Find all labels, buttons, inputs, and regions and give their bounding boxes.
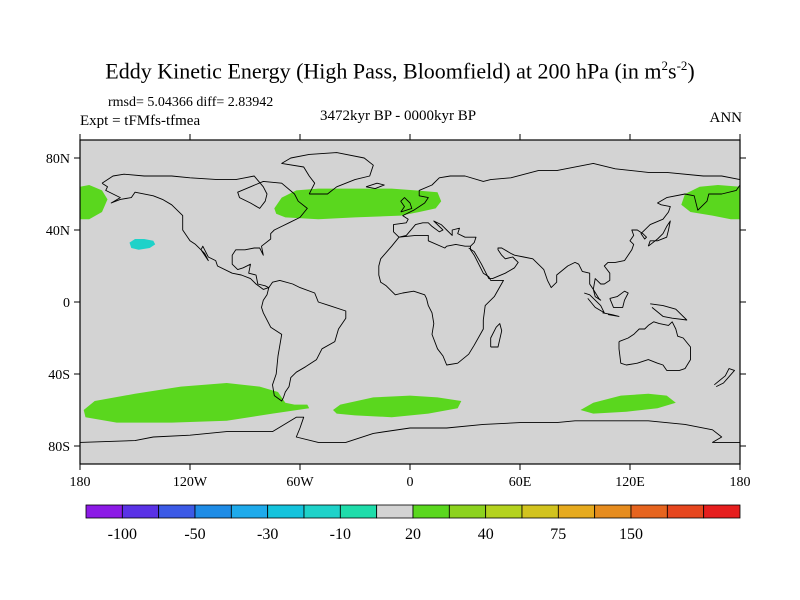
region-north-pacific-east-band: [80, 185, 108, 220]
region-south-indian-band: [580, 393, 676, 414]
lon-tick-label: 180: [730, 475, 751, 490]
colorbar-box: [557, 504, 596, 519]
colorbar-box: [303, 504, 341, 519]
coastline-3: [393, 162, 740, 238]
stats-label: rmsd= 5.04366 diff= 2.83942: [108, 95, 274, 110]
coastline-14: [400, 197, 413, 213]
colorbar-box: [412, 504, 450, 519]
coastline-13: [647, 220, 671, 247]
lon-tick-label: 0: [407, 475, 414, 490]
title-exponent-2: -2: [676, 58, 688, 73]
colorbar-box: [376, 504, 414, 519]
colorbar: -100 -50 -30 -10 20 40 75 150: [85, 504, 741, 543]
coastline-12: [650, 303, 688, 321]
colorbar-box: [594, 504, 632, 519]
coastline-9: [584, 292, 605, 314]
title-exponent-1: 2: [661, 58, 669, 73]
coastline-4: [398, 220, 477, 249]
lat-tick-label: 40N: [46, 224, 70, 239]
colorbar-box: [630, 504, 668, 519]
coastline-15: [365, 182, 385, 190]
colorbar-box: [230, 504, 269, 519]
lon-tick-label: 60E: [509, 475, 532, 490]
coastline-1: [261, 279, 347, 402]
coastline-16: [714, 368, 735, 388]
lat-tick-label: 40S: [48, 368, 70, 383]
colorbar-box: [194, 504, 232, 519]
title-unit: s: [668, 58, 677, 84]
plot-title: Eddy Kinetic Energy (High Pass, Bloomfie…: [0, 58, 800, 84]
period-label: 3472kyr BP - 0000kyr BP: [320, 108, 477, 124]
lat-tick-label: 80N: [46, 152, 70, 167]
lat-tick-label: 0: [63, 296, 70, 311]
colorbar-box: [121, 504, 160, 519]
coastline-6: [468, 184, 740, 301]
colorbar-box: [158, 504, 196, 519]
coastline-2: [281, 152, 374, 195]
coastline-8: [618, 321, 691, 371]
experiment-label: Expt = tFMfs-tfmea: [80, 113, 201, 129]
colorbar-label: 150: [619, 526, 643, 543]
colorbar-box: [521, 504, 559, 519]
colorbar-box: [703, 504, 741, 519]
coastline-11: [609, 290, 629, 308]
lon-tick-label: 120E: [615, 475, 645, 490]
lon-tick-label: 60W: [286, 475, 314, 490]
colorbar-box: [267, 504, 305, 519]
map-axes: 80N 40N 0 40S 80S 180 120W 60W 0 60E 120E 180: [46, 134, 751, 490]
colorbar-label: -50: [184, 526, 205, 543]
colorbar-label: -30: [257, 526, 278, 543]
colorbar-label: -100: [108, 526, 137, 543]
coastlines: [80, 152, 740, 443]
colorbar-box: [448, 504, 487, 519]
region-north-atlantic-band: [274, 188, 442, 220]
coastline-17: [80, 416, 740, 443]
region-south-pacific-band: [83, 383, 310, 423]
colorbar-label: 40: [478, 526, 494, 543]
lat-tick-label: 80S: [48, 440, 70, 455]
colorbar-box: [485, 504, 523, 519]
title-close: ): [687, 58, 695, 84]
coastline-7: [490, 323, 503, 348]
colorbar-label: 75: [550, 526, 566, 543]
lon-tick-label: 180: [70, 475, 91, 490]
title-main: Eddy Kinetic Energy (High Pass, Bloomfie…: [105, 58, 662, 84]
colorbar-label: 20: [405, 526, 421, 543]
colorbar-box: [339, 504, 378, 519]
colorbar-box: [666, 504, 705, 519]
colorbar-box: [85, 504, 123, 519]
colorbar-label: -10: [330, 526, 351, 543]
region-north-pacific-negative-patch: [129, 239, 156, 250]
coastline-0: [101, 173, 308, 290]
region-south-atlantic-band: [333, 395, 462, 418]
coastline-10: [602, 312, 620, 317]
lon-tick-label: 120W: [173, 475, 208, 490]
coastline-5: [378, 236, 504, 366]
season-label: ANN: [709, 110, 743, 126]
